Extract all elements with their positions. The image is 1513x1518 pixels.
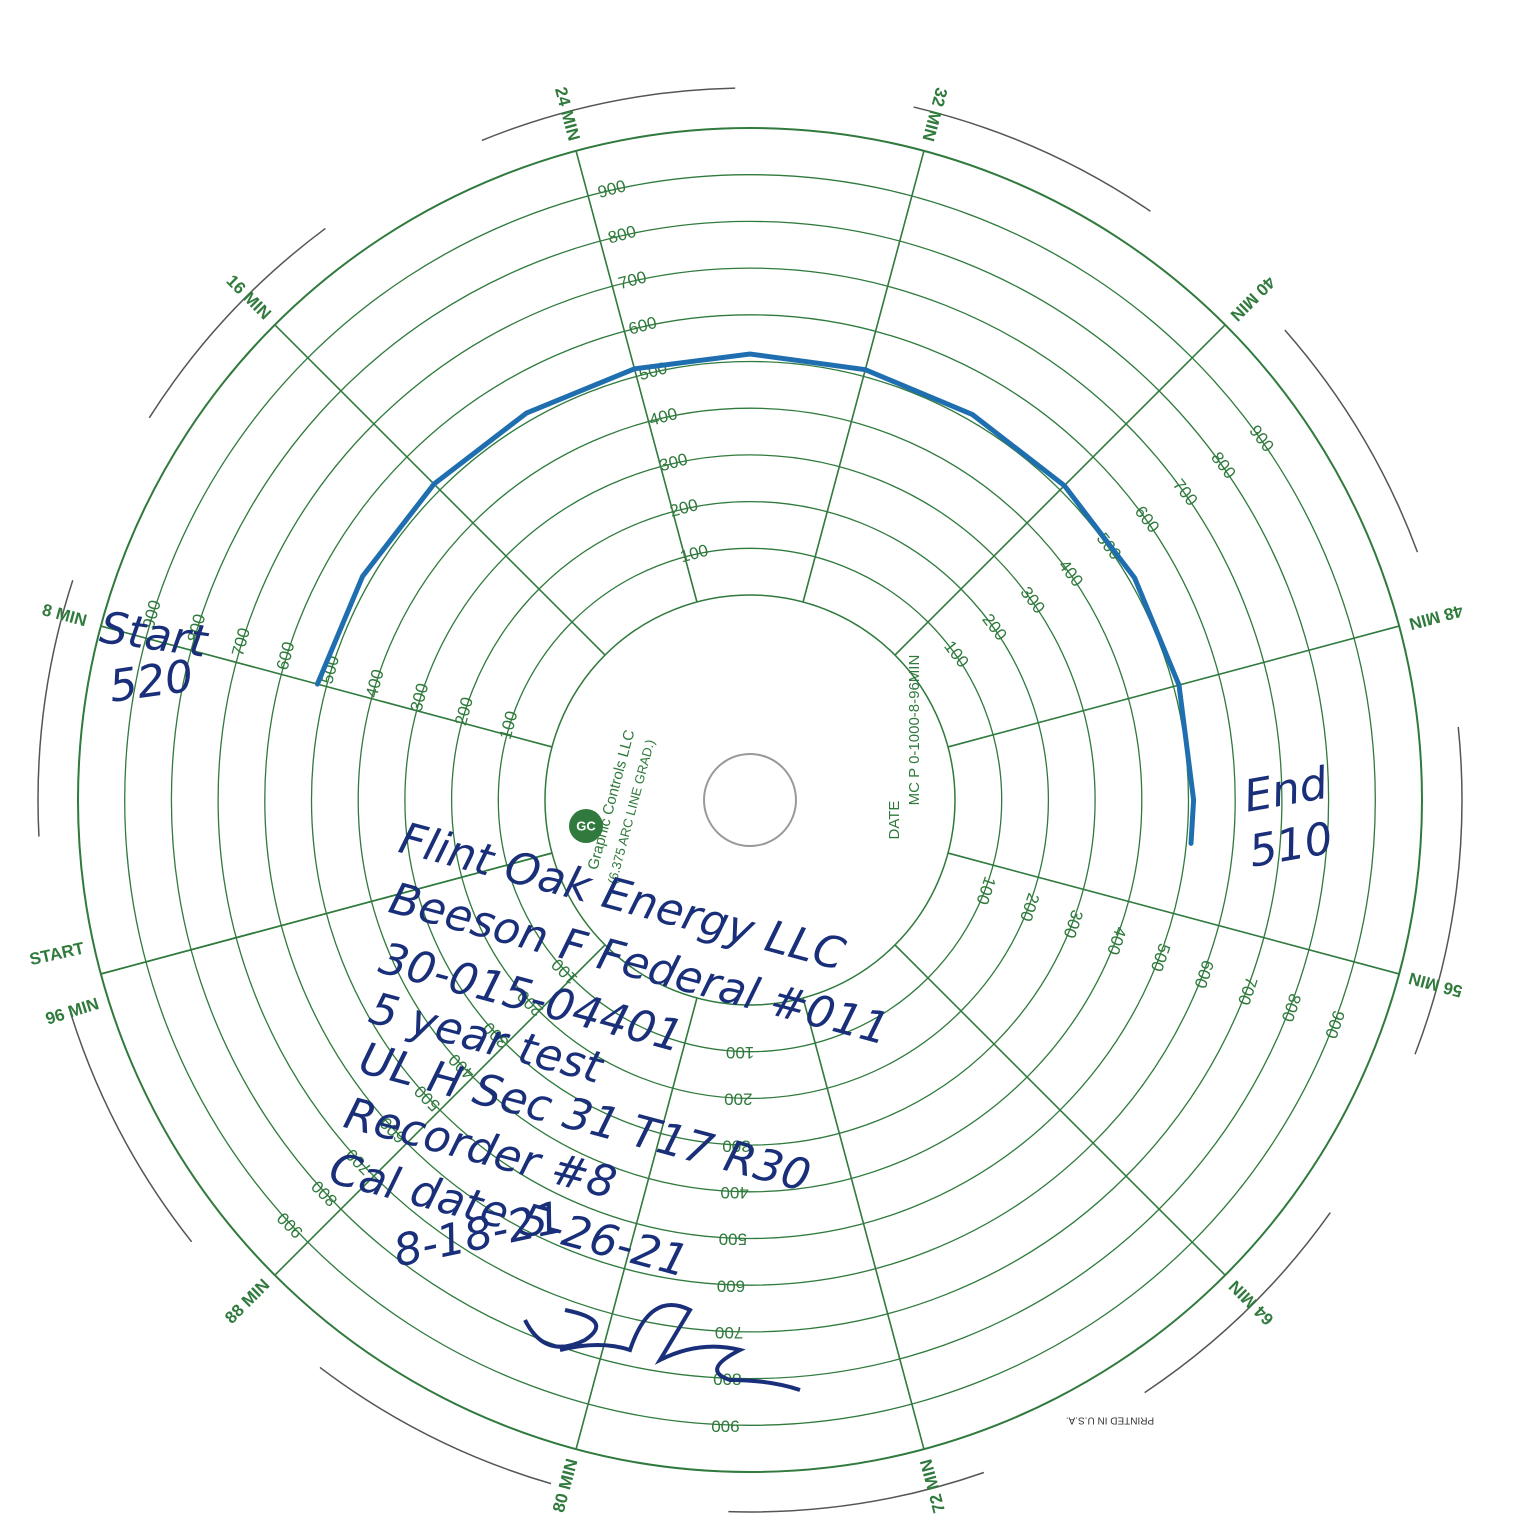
trace-layer	[314, 351, 1197, 846]
model: MC P 0-1000-8-96MIN	[906, 655, 923, 806]
y-tick-label: 300	[722, 1136, 750, 1155]
grid-ring	[450, 500, 1050, 1100]
grid-spoke	[274, 324, 606, 656]
grid-ring	[497, 547, 1003, 1053]
grid-ring	[124, 174, 1376, 1426]
grid-spoke	[100, 852, 553, 975]
outer-ring	[77, 127, 1423, 1473]
grid-ring	[357, 407, 1143, 1193]
grid-spoke	[274, 944, 606, 1276]
inner-ring	[544, 594, 956, 1006]
handwritten-note: 520	[106, 651, 196, 713]
grid-ring	[310, 360, 1190, 1240]
grid-spoke	[100, 625, 553, 748]
grid-spoke	[575, 997, 698, 1450]
y-tick-label: 500	[719, 1230, 747, 1249]
grid-ring	[217, 267, 1283, 1333]
grid-spoke	[894, 944, 1226, 1276]
grid-spoke	[575, 150, 698, 603]
logo-badge	[569, 809, 603, 843]
signature	[523, 1303, 801, 1392]
date: DATE	[886, 801, 903, 840]
center-hole	[703, 753, 797, 847]
grid-ring	[264, 314, 1236, 1286]
grid-spoke	[947, 852, 1400, 975]
trace-line	[314, 351, 1197, 846]
origin: PRINTED IN U.S.A.	[1066, 1414, 1154, 1425]
y-tick-label: 100	[726, 1043, 754, 1062]
grid-ring	[170, 220, 1330, 1380]
grid-spoke	[947, 625, 1400, 748]
grid-spoke	[802, 997, 925, 1450]
grid-spoke	[894, 324, 1226, 656]
y-tick-label: 400	[720, 1183, 748, 1202]
grid-spoke	[802, 150, 925, 603]
logo: GC	[576, 818, 596, 833]
y-tick-label: 700	[715, 1323, 743, 1342]
y-tick-label: 600	[717, 1276, 745, 1295]
y-tick-label: 200	[724, 1090, 752, 1109]
y-tick-label: 900	[711, 1416, 739, 1435]
grid-ring	[404, 454, 1096, 1146]
